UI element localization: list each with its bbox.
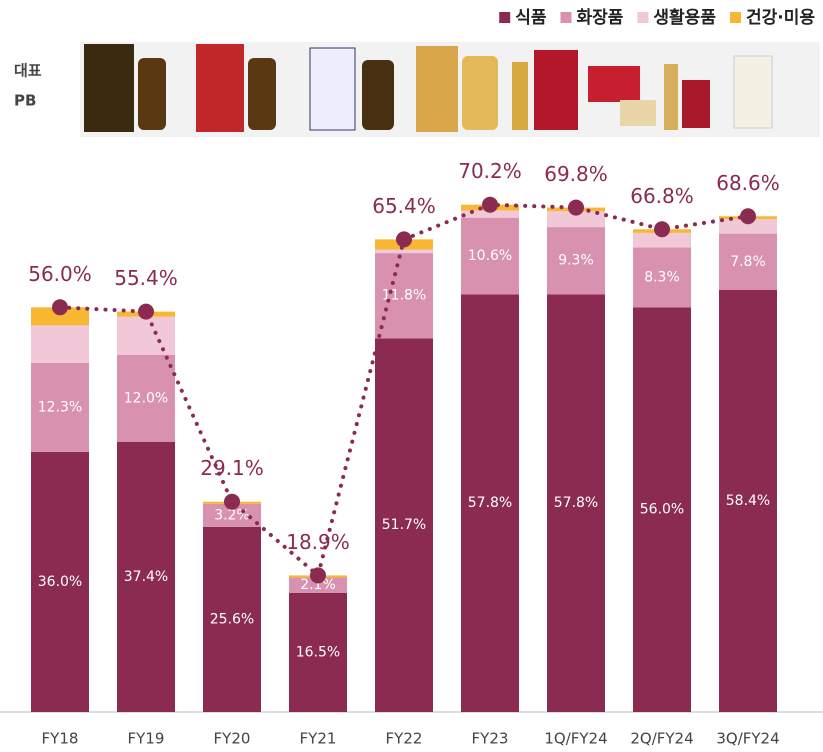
product-bottle [248,58,276,130]
legend-label: 생활용품 [653,7,716,28]
legend-swatch [729,12,741,23]
product-box [733,55,773,129]
bar-value-label: 25.6% [210,611,254,627]
x-tick-label: 3Q/FY24 [716,730,779,748]
x-tick-label: 1Q/FY24 [544,730,607,748]
bar-value-label: 12.3% [38,399,82,415]
bar-value-label: 8.3% [644,269,680,285]
bar-value-label: 16.5% [296,644,340,660]
total-marker [224,493,240,510]
total-label: 56.0% [28,262,92,286]
bar-value-label: 58.4% [726,493,770,509]
total-marker [482,196,498,213]
total-label: 18.9% [286,530,350,554]
bar-value-label: 36.0% [38,574,82,590]
bar-segment [31,325,89,363]
total-label: 65.4% [372,194,436,218]
total-marker [568,199,584,216]
header-label: PB [14,92,36,110]
bar-segment [719,219,777,234]
total-marker [396,231,412,248]
bar-value-label: 57.8% [554,495,598,511]
bar-segment [203,526,261,712]
bar-value-label: 12.0% [124,390,168,406]
bar-segment [633,232,691,248]
bar-value-label: 9.3% [558,253,594,269]
total-label: 70.2% [458,159,522,183]
x-tick-label: FY19 [128,730,165,748]
bar-segment [117,316,175,356]
x-tick-label: FY18 [42,730,79,748]
bar-segment [633,247,691,308]
product-box [534,50,578,130]
bar-segment [31,451,89,712]
legend-label: 식품 [515,8,547,28]
total-marker [138,303,154,320]
bar-segment [375,249,433,254]
total-label: 55.4% [114,266,178,290]
total-label: 69.8% [544,162,608,186]
bar-value-label: 2.1% [300,577,336,593]
bar-segment [203,503,261,527]
bar-value-label: 10.6% [468,248,512,264]
product-box [588,66,640,102]
total-label: 68.6% [716,171,780,195]
x-tick-label: 2Q/FY24 [630,730,693,748]
product-box [416,46,458,132]
x-tick-label: FY20 [214,730,251,748]
bar-value-label: 51.7% [382,517,426,533]
bar-value-label: 57.8% [468,495,512,511]
x-tick-label: FY21 [300,730,337,748]
legend-label: 화장품 [576,8,623,28]
bar-segment [547,227,605,295]
legend-swatch [637,12,649,23]
bar-segment [375,338,433,712]
product-bottle [664,64,678,130]
bar-segment [719,289,777,712]
total-marker [52,299,68,316]
product-box [682,80,710,128]
product-box [196,44,244,132]
bar-segment [289,577,347,593]
bar-segment [117,441,175,712]
bar-value-label: 11.8% [382,288,426,304]
bar-segment [117,355,175,442]
product-bottle [138,58,166,130]
total-label: 66.8% [630,184,694,208]
product-box [84,44,134,132]
bar-value-label: 3.2% [214,507,250,523]
legend-swatch [499,12,511,23]
bar-segment [461,294,519,712]
product-box [309,47,356,131]
product-bottle [512,62,528,130]
bar-value-label: 7.8% [730,254,766,270]
product-bottle [362,60,394,130]
bar-segment [461,210,519,218]
total-label: 29.1% [200,456,264,480]
bar-value-label: 37.4% [124,569,168,585]
bar-segment [719,233,777,290]
bar-segment [461,217,519,295]
total-marker [654,221,670,238]
bar-value-label: 56.0% [640,502,684,518]
total-marker [310,567,326,584]
bar-segment [547,294,605,712]
bar-segment [633,307,691,712]
bar-segment [31,362,89,452]
product-images [80,42,820,137]
bar-segment [289,592,347,712]
x-tick-label: FY23 [472,730,509,748]
bar-segment [375,253,433,339]
x-tick-label: FY22 [386,730,423,748]
legend-label: 건강·미용 [746,8,815,28]
legend-swatch [560,12,572,23]
product-bottle [462,56,498,130]
bar-segment [31,307,89,326]
header-label: 대표 [14,62,42,80]
bar-segment [547,211,605,228]
product-jar [620,100,656,126]
total-marker [740,208,756,225]
